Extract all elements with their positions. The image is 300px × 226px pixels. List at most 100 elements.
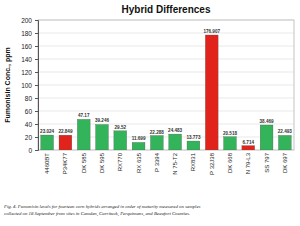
y-tick-mark (35, 33, 38, 34)
x-tick-label: DK 668 (227, 152, 233, 173)
y-tick: 40 (25, 121, 38, 128)
y-tick: 20 (25, 134, 38, 141)
y-axis: 0 20 40 60 80 100 120 140 160 180 200 (21, 17, 38, 154)
y-tick-mark (35, 111, 38, 112)
y-tick-mark (35, 20, 38, 21)
bar (278, 135, 291, 150)
bar (96, 124, 109, 150)
bar (224, 137, 237, 150)
y-tick-label: 200 (21, 17, 32, 24)
bar (242, 146, 255, 150)
data-label: 6.714 (243, 140, 255, 145)
caption: Fig. 4. Fumonisin levels for fourteen co… (3, 204, 201, 217)
data-label: 20.518 (223, 131, 237, 136)
y-tick: 200 (21, 17, 38, 24)
y-tick: 0 (28, 147, 38, 154)
y-axis-title: Fumonisin Conc., ppm (4, 47, 12, 122)
y-tick-label: 160 (21, 43, 32, 50)
y-tick-label: 80 (25, 95, 33, 102)
y-tick: 180 (21, 30, 38, 37)
x-tick-label: DK 595 (99, 152, 105, 173)
bar (187, 141, 200, 150)
data-label: 24.483 (168, 128, 182, 133)
data-label: 22.849 (58, 129, 72, 134)
data-label: 11.699 (132, 136, 146, 141)
bar (169, 134, 182, 150)
y-tick-label: 0 (28, 147, 32, 154)
grid-line (38, 124, 294, 125)
y-tick-mark (35, 85, 38, 86)
bar (205, 35, 218, 150)
grid-line (38, 85, 294, 86)
y-tick-mark (35, 124, 38, 125)
y-tick-mark (35, 137, 38, 138)
data-label: 29.52 (115, 125, 127, 130)
x-tick-label: RX 635 (136, 152, 142, 173)
bar (260, 125, 273, 150)
plot-frame (38, 20, 294, 150)
x-tick-label: DK 585 (81, 152, 87, 173)
y-tick-mark (35, 72, 38, 73)
grid-line (38, 33, 294, 34)
bar (59, 135, 72, 150)
x-tick-label: P 32J38 (209, 152, 215, 175)
data-label: 23.024 (40, 129, 54, 134)
caption-line: collected on 18 September from sites in … (4, 211, 190, 217)
x-axis: 4460BT P34K77 DK 585 DK 595 RX770 RX 635 P 339… (44, 152, 288, 175)
x-tick-label: RX770 (117, 152, 123, 171)
grid-line (38, 72, 294, 73)
x-tick-label: P34K77 (62, 152, 68, 174)
grid-line (38, 150, 294, 151)
grid-line (38, 111, 294, 112)
y-tick-label: 40 (25, 121, 33, 128)
y-tick-mark (35, 59, 38, 60)
bar (114, 131, 127, 150)
data-label: 38.469 (260, 119, 274, 124)
bar (150, 136, 163, 150)
x-tick-label: DK 697 (282, 152, 288, 173)
bars (41, 35, 292, 150)
y-tick-label: 20 (25, 134, 33, 141)
y-tick-mark (35, 46, 38, 47)
grid-line (38, 46, 294, 47)
caption-line: Fig. 4. Fumonisin levels for fourteen co… (3, 204, 201, 209)
y-tick-label: 120 (21, 69, 32, 76)
data-label: 176.907 (203, 29, 220, 34)
title: Hybrid Differences (122, 4, 211, 15)
bar (132, 142, 145, 150)
bar (41, 135, 54, 150)
x-tick-label: P 3394 (154, 152, 160, 172)
plot: 0 20 40 60 80 100 120 140 160 180 200 23.024 22.849 4… (21, 17, 294, 175)
y-tick: 160 (21, 43, 38, 50)
y-tick-label: 140 (21, 56, 32, 63)
x-tick-label: N 79-L3 (245, 152, 251, 174)
y-tick-label: 180 (21, 30, 32, 37)
data-label: 47.17 (78, 113, 90, 118)
grid-line (38, 137, 294, 138)
x-tick-label: N 75-T2 (172, 152, 178, 174)
data-label: 22.288 (150, 130, 164, 135)
y-tick-mark (35, 150, 38, 151)
x-tick-label: RX831 (190, 152, 196, 171)
x-tick-label: SS 797 (264, 152, 270, 172)
grid-line (38, 20, 294, 21)
grid (38, 20, 294, 150)
y-tick-label: 100 (21, 82, 32, 89)
y-axis-line (35, 21, 39, 151)
data-labels: 23.024 22.849 47.17 39.246 29.52 11.699 22.288… (40, 29, 292, 145)
grid-line (38, 98, 294, 99)
y-tick: 100 (21, 82, 38, 89)
data-label: 39.246 (95, 118, 109, 123)
y-tick: 140 (21, 56, 38, 63)
y-tick: 80 (25, 95, 38, 102)
y-tick: 60 (25, 108, 38, 115)
y-tick-mark (35, 98, 38, 99)
x-tick-label: 4460BT (44, 153, 50, 174)
y-tick-label: 60 (25, 108, 33, 115)
grid-line (38, 59, 294, 60)
chart: 0 20 40 60 80 100 120 140 160 180 200 23.024 22.849 4… (0, 0, 300, 226)
data-label: 13.773 (186, 135, 200, 140)
y-tick: 120 (21, 69, 38, 76)
data-label: 22.493 (278, 129, 292, 134)
bar (77, 119, 90, 150)
